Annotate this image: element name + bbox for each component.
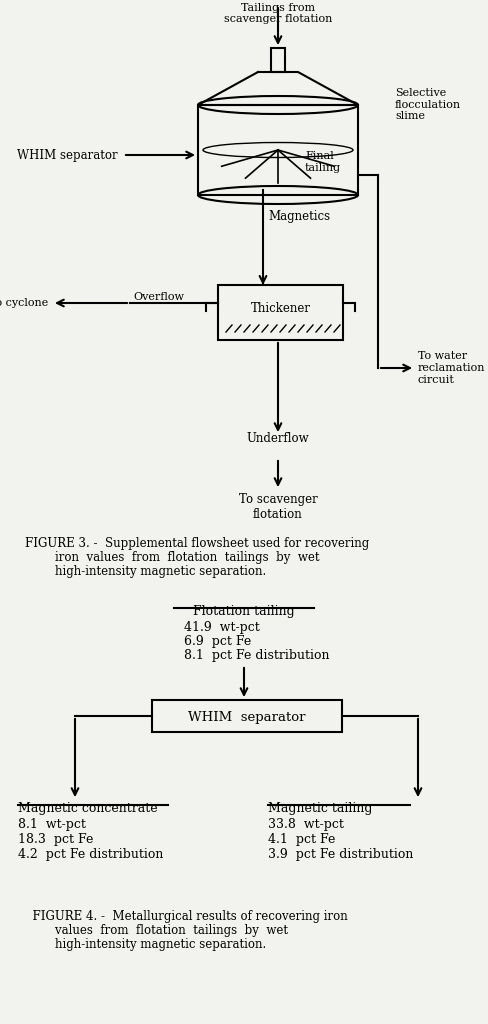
- Text: Magnetics: Magnetics: [268, 210, 330, 223]
- Text: Magnetic tailing: Magnetic tailing: [268, 802, 372, 815]
- Text: 8.1  pct Fe distribution: 8.1 pct Fe distribution: [184, 649, 329, 662]
- Text: scavenger flotation: scavenger flotation: [224, 14, 332, 24]
- Text: Selective
flocculation
slime: Selective flocculation slime: [395, 88, 461, 121]
- Text: values  from  flotation  tailings  by  wet: values from flotation tailings by wet: [25, 924, 288, 937]
- Text: Final
tailing: Final tailing: [305, 152, 341, 173]
- Text: 18.3  pct Fe: 18.3 pct Fe: [18, 833, 93, 846]
- Text: Thickener: Thickener: [250, 302, 310, 315]
- Text: Magnetic concentrate: Magnetic concentrate: [18, 802, 158, 815]
- Text: 4.2  pct Fe distribution: 4.2 pct Fe distribution: [18, 848, 163, 861]
- Text: WHIM separator: WHIM separator: [18, 148, 118, 162]
- Text: FIGURE 4. -  Metallurgical results of recovering iron: FIGURE 4. - Metallurgical results of rec…: [25, 910, 348, 923]
- Text: WHIM  separator: WHIM separator: [188, 711, 306, 724]
- Text: Underflow: Underflow: [247, 432, 309, 445]
- Text: 3.9  pct Fe distribution: 3.9 pct Fe distribution: [268, 848, 413, 861]
- Text: 4.1  pct Fe: 4.1 pct Fe: [268, 833, 335, 846]
- Text: 6.9  pct Fe: 6.9 pct Fe: [184, 635, 251, 648]
- Text: 41.9  wt-pct: 41.9 wt-pct: [184, 621, 260, 634]
- Text: iron  values  from  flotation  tailings  by  wet: iron values from flotation tailings by w…: [25, 551, 320, 564]
- Text: To cyclone: To cyclone: [0, 298, 48, 308]
- Text: high-intensity magnetic separation.: high-intensity magnetic separation.: [25, 938, 266, 951]
- Text: Tailings from: Tailings from: [241, 3, 315, 13]
- Text: Overflow: Overflow: [133, 292, 184, 302]
- Text: 8.1  wt-pct: 8.1 wt-pct: [18, 818, 86, 831]
- Text: Flotation tailing: Flotation tailing: [193, 605, 295, 618]
- Text: 33.8  wt-pct: 33.8 wt-pct: [268, 818, 344, 831]
- Text: FIGURE 3. -  Supplemental flowsheet used for recovering: FIGURE 3. - Supplemental flowsheet used …: [25, 537, 369, 550]
- Text: high-intensity magnetic separation.: high-intensity magnetic separation.: [25, 565, 266, 578]
- Text: To water
reclamation
circuit: To water reclamation circuit: [418, 351, 486, 385]
- Text: To scavenger
flotation: To scavenger flotation: [239, 493, 317, 521]
